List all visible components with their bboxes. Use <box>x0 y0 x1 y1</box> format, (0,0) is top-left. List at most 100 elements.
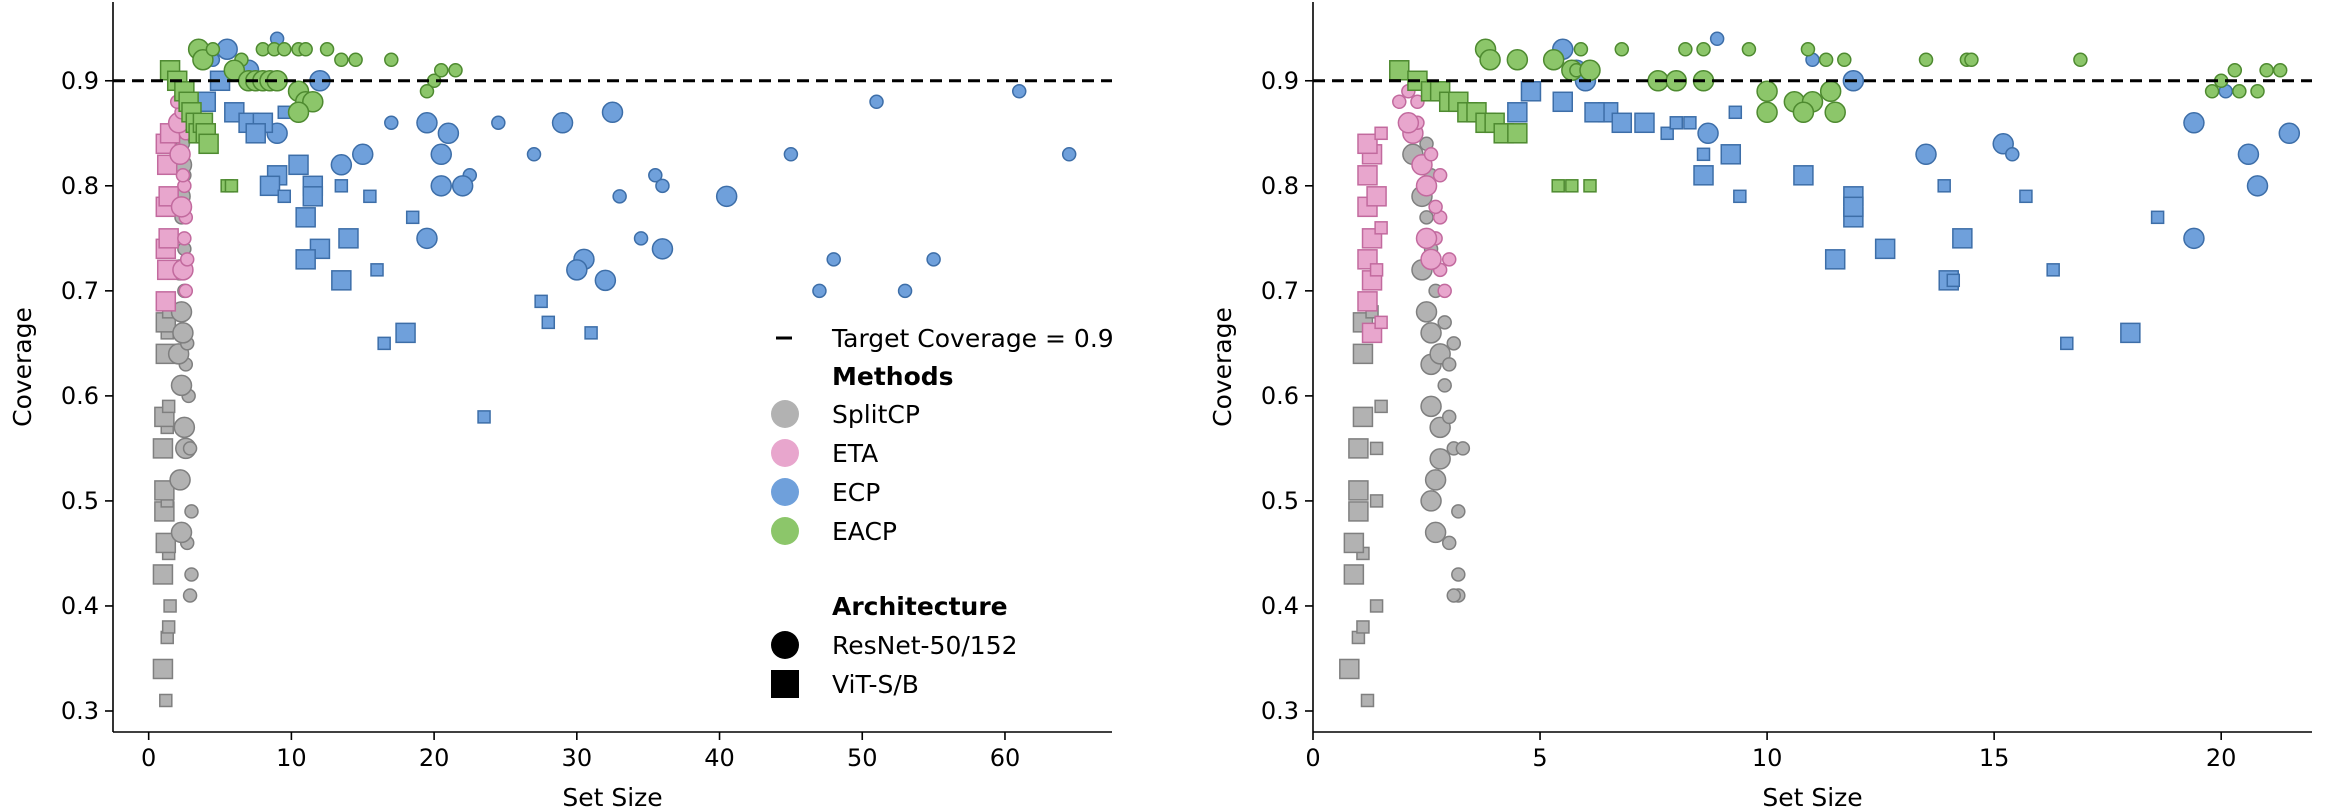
ecp-resnet-point <box>897 283 913 299</box>
eacp-vit-point <box>1583 179 1597 193</box>
ecp-vit-point <box>1693 165 1714 186</box>
ecp-resnet-point <box>416 112 438 134</box>
splitcp-resnet-point <box>1415 301 1438 323</box>
eacp-resnet-point <box>287 101 310 124</box>
splitcp-resnet-point <box>1455 441 1471 456</box>
splitcp-vit-point <box>155 532 177 554</box>
eacp-resnet-point <box>1964 52 1979 68</box>
splitcp-resnet-point <box>1446 336 1462 351</box>
ecp-vit-point <box>1696 147 1711 162</box>
splitcp-vit-point <box>161 620 176 634</box>
ecp-resnet-point <box>655 178 670 194</box>
ecp-resnet-point <box>491 115 506 131</box>
legend-architecture-title: Architecture <box>832 592 1008 621</box>
splitcp-vit-point <box>1369 441 1384 456</box>
x-tick-label: 5 <box>1532 744 1547 772</box>
eacp-resnet-point <box>1479 49 1501 71</box>
splitcp-vit-point <box>152 564 174 585</box>
series-splitcp <box>1339 136 1471 708</box>
splitcp-vit-point <box>159 693 173 708</box>
eacp-resnet-point <box>302 91 324 113</box>
ecp-vit-point <box>1507 102 1528 123</box>
eacp-resnet-point <box>2272 63 2288 78</box>
eta-vit-point <box>1369 263 1384 277</box>
ecp-vit-point <box>377 336 391 351</box>
ecp-resnet-point <box>1011 84 1027 99</box>
legend-splitcp-marker <box>771 400 799 428</box>
x-tick-label: 10 <box>1752 744 1783 772</box>
x-axis-label: Set Size <box>562 783 662 812</box>
splitcp-resnet-point <box>1437 315 1452 330</box>
ecp-resnet-point <box>551 112 574 134</box>
eacp-resnet-point <box>1542 49 1565 71</box>
eta-resnet-point <box>170 196 193 218</box>
splitcp-vit-point <box>163 599 177 613</box>
splitcp-vit-point <box>1356 620 1370 634</box>
eta-vit-point <box>1374 126 1388 141</box>
ecp-resnet-point <box>633 231 649 246</box>
ecp-vit-point <box>245 123 266 144</box>
eacp-resnet-point <box>1506 49 1529 71</box>
splitcp-resnet-point <box>184 567 199 582</box>
series-splitcp <box>152 136 199 708</box>
eacp-vit-point <box>198 133 219 155</box>
x-axis-label: Set Size <box>1762 783 1862 812</box>
eta-resnet-point <box>1397 112 1420 134</box>
ecp-resnet-point <box>2246 175 2269 197</box>
x-tick-label: 30 <box>562 744 593 772</box>
ecp-vit-point <box>370 263 384 277</box>
eta-vit-point <box>158 228 179 249</box>
eacp-resnet-point <box>2204 84 2220 99</box>
ecp-resnet-point <box>926 252 941 267</box>
y-tick-label: 0.4 <box>61 592 99 620</box>
splitcp-resnet-point <box>184 504 199 519</box>
legend-methods-title: Methods <box>832 362 954 391</box>
splitcp-resnet-point <box>1420 322 1442 344</box>
eacp-resnet-point <box>1579 59 1601 82</box>
x-tick-label: 0 <box>1305 744 1320 772</box>
splitcp-resnet-point <box>1420 395 1442 418</box>
ecp-vit-point <box>302 186 324 207</box>
splitcp-resnet-point <box>172 322 194 344</box>
ecp-vit-point <box>2150 210 2165 225</box>
eta-vit-point <box>1374 315 1388 330</box>
legend-target-label: Target Coverage = 0.9 <box>831 324 1114 353</box>
ecp-vit-point <box>477 410 491 424</box>
legend: Target Coverage = 0.9 Methods SplitCP ET… <box>771 324 1114 699</box>
splitcp-vit-point <box>1348 501 1369 522</box>
ecp-resnet-point <box>648 168 663 183</box>
ecp-vit-point <box>1634 112 1655 134</box>
splitcp-vit-point <box>1374 399 1388 414</box>
ecp-vit-point <box>1520 81 1542 102</box>
splitcp-vit-point <box>1343 564 1365 585</box>
y-tick-label: 0.6 <box>1261 382 1299 410</box>
ecp-vit-point <box>584 326 598 340</box>
ecp-vit-point <box>1720 144 1742 165</box>
eacp-vit-point <box>1389 60 1410 81</box>
splitcp-vit-point <box>161 399 176 414</box>
ecp-vit-point <box>2120 322 2141 344</box>
splitcp-resnet-point <box>170 374 193 397</box>
eacp-resnet-point <box>319 42 335 57</box>
eacp-resnet-point <box>1800 42 1816 57</box>
ecp-vit-point <box>1824 249 1846 270</box>
eta-resnet-point <box>1432 168 1448 183</box>
splitcp-resnet-point <box>1424 521 1447 544</box>
eacp-resnet-point <box>419 84 435 99</box>
ecp-vit-point <box>334 179 349 193</box>
ecp-resnet-point <box>1915 143 1937 166</box>
splitcp-vit-point <box>1348 438 1369 459</box>
eacp-resnet-point <box>1756 80 1778 103</box>
right-scatter-panel: 0 5 10 15 20 0.3 0.4 0.5 0.6 0.7 0.8 0.9 Set Size Cov… <box>1208 2 2312 812</box>
eta-resnet-point <box>169 143 191 166</box>
eacp-resnet-point <box>1678 42 1693 57</box>
y-axis-label: Coverage <box>1208 307 1237 427</box>
splitcp-resnet-point <box>1441 409 1457 425</box>
y-tick-label: 0.9 <box>61 67 99 95</box>
eacp-resnet-point <box>277 42 292 57</box>
legend-vit-marker <box>771 670 799 698</box>
ecp-resnet-point <box>416 227 438 250</box>
eta-resnet-point <box>1428 199 1443 215</box>
splitcp-resnet-point <box>170 521 193 544</box>
x-tick-label: 15 <box>1979 744 2010 772</box>
